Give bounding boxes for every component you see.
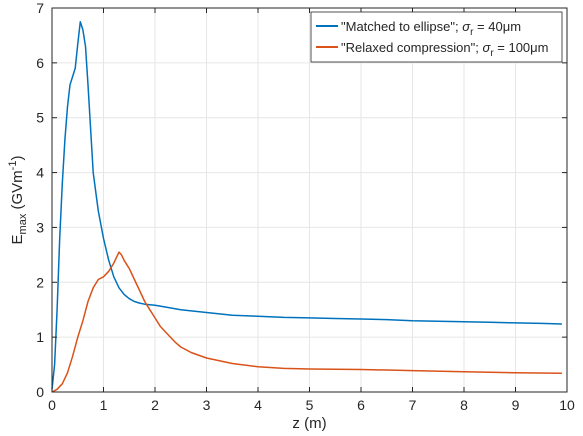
series-line-0 xyxy=(51,20,562,390)
legend-box xyxy=(310,11,563,63)
x-tick-label: 7 xyxy=(409,397,417,413)
x-tick-label: 8 xyxy=(460,397,468,413)
y-tick-label: 3 xyxy=(36,219,44,235)
x-tick-label: 9 xyxy=(512,397,520,413)
y-tick-label: 6 xyxy=(36,55,44,71)
y-tick-label: 4 xyxy=(36,165,44,181)
ticks-group: 0 1 2 3 4 5 6 7 8 9 10 0 1 2 3 4 5 6 7 xyxy=(36,0,575,413)
series-group xyxy=(51,20,562,393)
y-tick-label: 1 xyxy=(36,329,44,345)
x-tick-label: 10 xyxy=(559,397,575,413)
y-tick-label: 5 xyxy=(36,110,44,126)
legend-entry-0: "Matched to ellipse"; σr = 40μm xyxy=(341,19,521,38)
x-tick-label: 4 xyxy=(254,397,262,413)
x-tick-label: 5 xyxy=(306,397,314,413)
legend: "Matched to ellipse"; σr = 40μm "Relaxed… xyxy=(310,11,563,63)
series-line-1 xyxy=(51,251,562,393)
y-axis-label: Emax (GVm-1) xyxy=(7,156,29,245)
x-tick-label: 1 xyxy=(100,397,108,413)
y-tick-label: 7 xyxy=(36,0,44,16)
x-tick-label: 6 xyxy=(357,397,365,413)
y-tick-label: 2 xyxy=(36,274,44,290)
x-axis-label: z (m) xyxy=(292,415,326,432)
x-tick-label: 3 xyxy=(203,397,211,413)
y-tick-label: 0 xyxy=(36,384,44,400)
x-tick-label: 2 xyxy=(151,397,159,413)
legend-entry-1: "Relaxed compression"; σr = 100μm xyxy=(341,40,548,59)
x-tick-label: 0 xyxy=(48,397,56,413)
